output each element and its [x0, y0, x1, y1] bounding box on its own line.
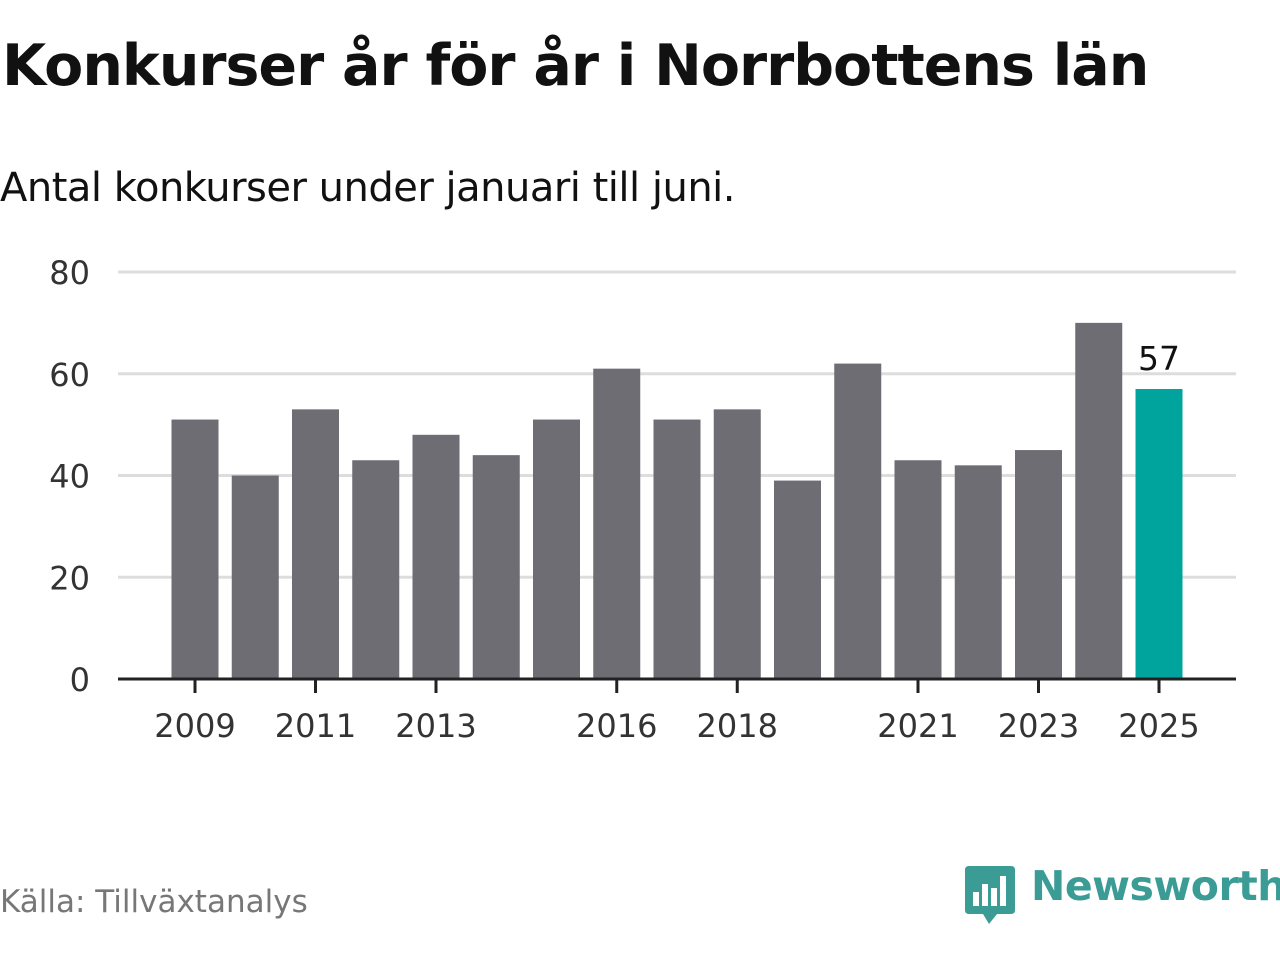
- bar-2011: [292, 409, 339, 679]
- bar-2019: [774, 480, 821, 679]
- x-tick-label: 2009: [154, 707, 235, 745]
- bar-2025: [1135, 389, 1183, 679]
- x-tick-label: 2013: [395, 707, 476, 745]
- x-tick-label: 2018: [697, 707, 778, 745]
- bar-2023: [1015, 450, 1062, 679]
- bar-2024: [1075, 322, 1123, 679]
- x-tick-label: 2011: [275, 707, 356, 745]
- data-labels: 57: [1138, 339, 1180, 378]
- x-tick-label: 2021: [877, 707, 958, 745]
- bar-2012: [352, 460, 400, 679]
- data-label-2025: 57: [1138, 339, 1180, 378]
- bar-2009: [171, 419, 219, 679]
- bar-2014: [472, 455, 520, 679]
- y-tick-label: 20: [49, 559, 90, 597]
- bar-2013: [412, 434, 460, 679]
- source-note: Källa: Tillväxtanalys: [0, 884, 308, 920]
- bar-2015: [533, 419, 580, 679]
- bar-2016: [593, 368, 641, 679]
- chart-subtitle: Antal konkurser under januari till juni.: [0, 165, 736, 211]
- x-tick-label: 2023: [998, 707, 1079, 745]
- brand-name: Newsworthy: [1031, 862, 1280, 910]
- y-tick-label: 60: [49, 356, 90, 394]
- newsworthy-logo: Newsworthy: [965, 866, 1280, 926]
- bars: [171, 322, 1183, 679]
- bar-2017: [653, 419, 701, 679]
- bar-2021: [894, 460, 942, 679]
- x-tick-label: 2016: [576, 707, 657, 745]
- bar-2018: [713, 409, 761, 679]
- chart-title: Konkurser år för år i Norrbottens län: [2, 33, 1149, 99]
- x-tick-label: 2025: [1118, 707, 1199, 745]
- bar-2020: [834, 363, 882, 679]
- bar-2022: [954, 465, 1002, 679]
- y-tick-label: 0: [70, 661, 90, 699]
- y-tick-label: 80: [49, 254, 90, 292]
- y-axis-ticks: 0 20 40 60 80: [49, 254, 90, 699]
- y-tick-label: 40: [49, 458, 90, 496]
- x-axis: 2009 2011 2013 2016 2018 2021 2023 2025: [118, 677, 1236, 745]
- bar-2010: [231, 475, 279, 679]
- newsworthy-logo-icon: [965, 866, 1015, 924]
